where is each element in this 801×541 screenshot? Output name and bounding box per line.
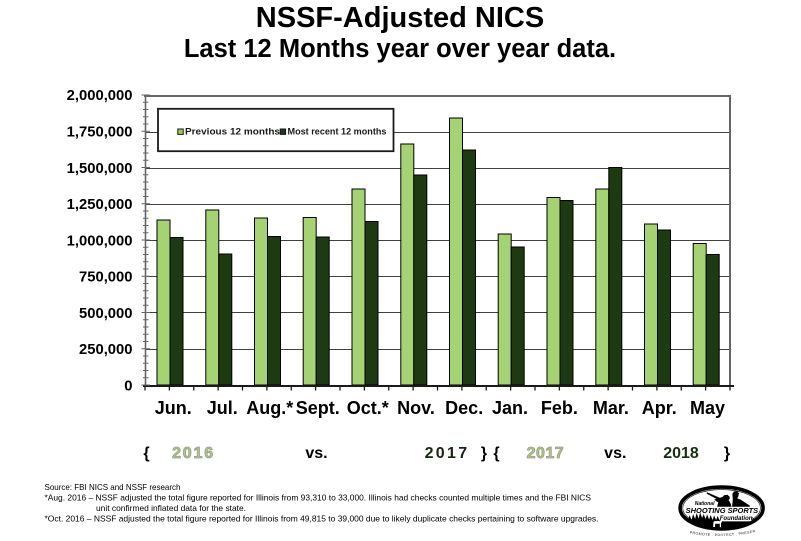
svg-text:}: } [724,445,730,462]
svg-text:Source: FBI NICS and NSSF rese: Source: FBI NICS and NSSF research [45,482,181,492]
svg-text:2018: 2018 [663,445,699,462]
svg-text:Oct.*: Oct.* [347,398,389,418]
svg-text:NSSF-Adjusted NICS: NSSF-Adjusted NICS [256,2,544,34]
svg-text:Jan.: Jan. [492,398,528,418]
svg-text:Previous 12 months: Previous 12 months [185,126,280,136]
svg-text:{: { [143,445,149,462]
svg-text:Nov.: Nov. [397,398,435,418]
svg-text:1,750,000: 1,750,000 [67,125,133,141]
svg-text:Mar.: Mar. [593,398,629,418]
svg-text:1,250,000: 1,250,000 [67,197,133,213]
svg-text:1,000,000: 1,000,000 [67,233,133,249]
svg-text:Jun.: Jun. [155,398,192,418]
svg-text:{: { [493,445,499,462]
svg-text:Aug.*: Aug.* [246,398,293,418]
svg-text:2017: 2017 [527,445,565,462]
svg-text:2016: 2016 [172,445,215,462]
svg-text:1,500,000: 1,500,000 [67,161,133,177]
svg-text:National: National [695,501,715,507]
svg-text:}: } [481,445,487,462]
svg-text:Sept.: Sept. [296,398,340,418]
svg-text:Dec.: Dec. [445,398,483,418]
svg-text:500,000: 500,000 [79,306,133,322]
svg-text:Most recent 12 months: Most recent 12 months [288,126,387,136]
svg-text:Foundation: Foundation [720,516,753,522]
svg-text:unit confirmed inflated data f: unit confirmed inflated data for the sta… [96,503,246,513]
svg-text:250,000: 250,000 [79,342,133,358]
svg-text:750,000: 750,000 [79,270,133,286]
svg-text:May: May [690,398,725,418]
svg-text:vs.: vs. [305,445,327,462]
svg-text:Jul.: Jul. [207,398,238,418]
svg-text:Feb.: Feb. [541,398,578,418]
svg-text:*Aug. 2016 – NSSF adjusted the: *Aug. 2016 – NSSF adjusted the total fig… [45,493,592,503]
svg-text:Apr.: Apr. [642,398,677,418]
svg-text:0: 0 [124,378,132,394]
svg-text:SHOOTING SPORTS: SHOOTING SPORTS [686,506,759,515]
svg-text:2017: 2017 [425,445,470,462]
svg-text:2,000,000: 2,000,000 [67,88,133,104]
svg-text:vs.: vs. [604,445,626,462]
svg-text:Last 12 Months year over year: Last 12 Months year over year data. [184,35,616,63]
svg-text:*Oct. 2016 – NSSF adjusted the: *Oct. 2016 – NSSF adjusted the total fig… [45,514,599,524]
